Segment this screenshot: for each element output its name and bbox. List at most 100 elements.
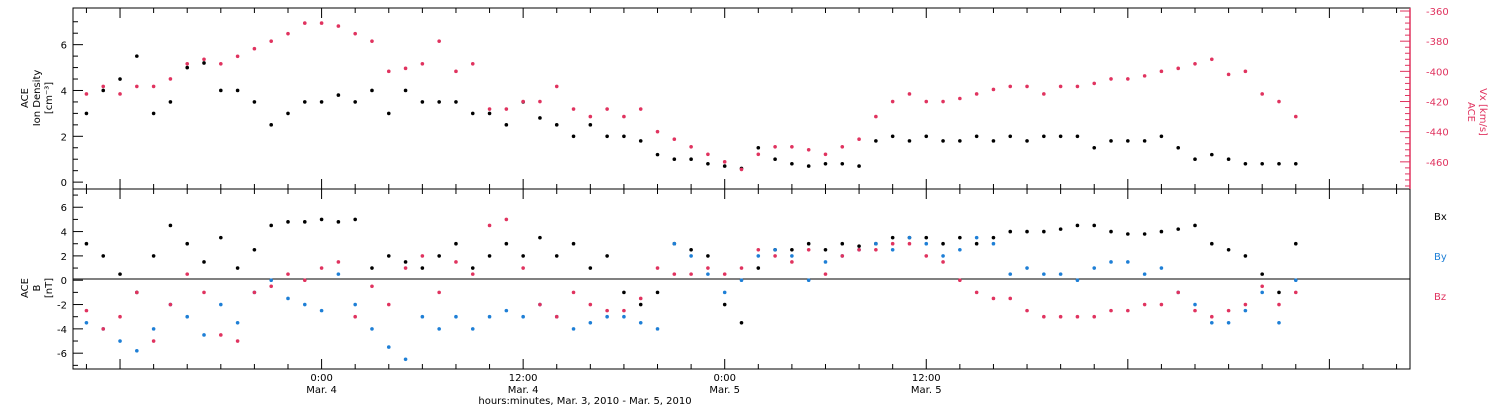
point-density <box>924 134 929 139</box>
point-By <box>151 327 156 331</box>
point-Bz <box>1025 308 1029 313</box>
top-ytick-label: 0 <box>61 178 67 189</box>
point-By <box>1243 308 1248 313</box>
point-vx <box>1159 69 1164 74</box>
xtick-label-time: 12:00 <box>912 373 941 384</box>
point-Bz <box>252 290 257 295</box>
point-density <box>1226 157 1231 162</box>
point-density <box>840 161 845 166</box>
point-density <box>655 152 660 157</box>
point-Bx <box>1193 223 1197 228</box>
point-density <box>470 111 475 116</box>
point-vx <box>470 62 475 66</box>
point-By <box>739 278 744 283</box>
top-right-ylabel: ACE Vx [km/s] <box>1465 88 1488 136</box>
point-Bz <box>286 272 290 276</box>
xtick-label-date: Mar. 4 <box>306 385 337 396</box>
point-Bz <box>706 266 710 270</box>
point-By <box>235 320 240 325</box>
point-By <box>437 327 441 331</box>
point-density <box>1042 134 1046 139</box>
point-density <box>672 157 677 162</box>
point-vx <box>403 66 408 71</box>
point-density <box>269 123 273 127</box>
point-Bx <box>655 290 660 295</box>
point-Bz <box>1210 314 1214 319</box>
point-Bx <box>403 260 408 264</box>
point-vx <box>991 87 996 92</box>
point-Bx <box>319 217 324 222</box>
point-Bx <box>538 235 542 240</box>
point-density <box>353 100 357 104</box>
point-density <box>554 123 559 127</box>
point-Bx <box>151 254 156 258</box>
bottom-panel-data-points <box>84 217 1298 362</box>
top-ylabel-line3: [cm⁻³] <box>44 82 55 114</box>
point-Bz <box>1176 290 1181 295</box>
point-vx <box>907 92 912 96</box>
top-y2tick-label: -440 <box>1426 128 1449 139</box>
point-density <box>1277 161 1281 166</box>
point-density <box>302 100 307 104</box>
point-vx <box>1126 77 1130 81</box>
point-vx <box>689 144 693 149</box>
point-density <box>84 111 89 116</box>
point-Bx <box>1226 248 1231 252</box>
point-Bz <box>689 272 693 276</box>
point-vx <box>185 62 190 66</box>
top-ytick-label: 4 <box>61 86 67 97</box>
point-Bz <box>907 241 912 246</box>
point-Bx <box>286 220 290 224</box>
bottom-ylabel-line3: [nT] <box>44 278 55 298</box>
bottom-ytick-label: -2 <box>57 301 67 312</box>
point-Bx <box>219 235 223 240</box>
point-vx <box>672 137 677 142</box>
point-Bx <box>571 241 576 246</box>
point-density <box>890 134 895 139</box>
point-Bx <box>924 235 929 240</box>
point-Bz <box>403 266 408 270</box>
bottom-ytick-label: 6 <box>61 203 67 214</box>
point-Bz <box>874 248 878 252</box>
point-density <box>319 100 324 104</box>
point-Bx <box>487 254 492 258</box>
point-density <box>235 88 240 93</box>
point-density <box>1159 134 1164 139</box>
point-vx <box>622 114 626 119</box>
top-left-axis-ticks: 0 2 4 6 <box>61 21 83 189</box>
point-Bx <box>1260 272 1264 276</box>
point-By <box>924 241 929 246</box>
point-vx <box>722 160 727 164</box>
point-Bz <box>857 248 861 252</box>
point-vx <box>1277 99 1281 104</box>
point-Bz <box>588 302 593 307</box>
point-vx <box>958 96 962 101</box>
point-vx <box>588 114 593 119</box>
point-By <box>319 308 324 313</box>
bottom-ytick-label: 0 <box>61 276 67 287</box>
point-By <box>672 241 677 246</box>
top-y2tick-label: -420 <box>1426 98 1449 109</box>
point-By <box>1142 272 1147 276</box>
point-vx <box>168 77 173 81</box>
point-By <box>571 327 576 331</box>
bottom-ytick-label: -4 <box>57 325 67 336</box>
bottom-ylabel-line1: ACE <box>20 278 31 298</box>
point-Bz <box>1243 302 1248 307</box>
xtick-label-date: Mar. 4 <box>508 385 539 396</box>
point-vx <box>806 147 811 152</box>
point-By <box>991 241 996 246</box>
point-density <box>974 134 979 139</box>
point-vx <box>1176 66 1181 71</box>
point-By <box>756 254 761 258</box>
point-density <box>135 54 139 58</box>
point-vx <box>874 114 878 119</box>
top-y2tick-label: -400 <box>1426 67 1449 78</box>
point-Bx <box>588 266 593 270</box>
point-Bz <box>538 302 542 307</box>
point-density <box>370 88 374 93</box>
point-By <box>605 314 609 319</box>
point-Bx <box>1008 229 1013 234</box>
point-Bz <box>302 278 307 283</box>
point-Bz <box>1109 308 1113 313</box>
